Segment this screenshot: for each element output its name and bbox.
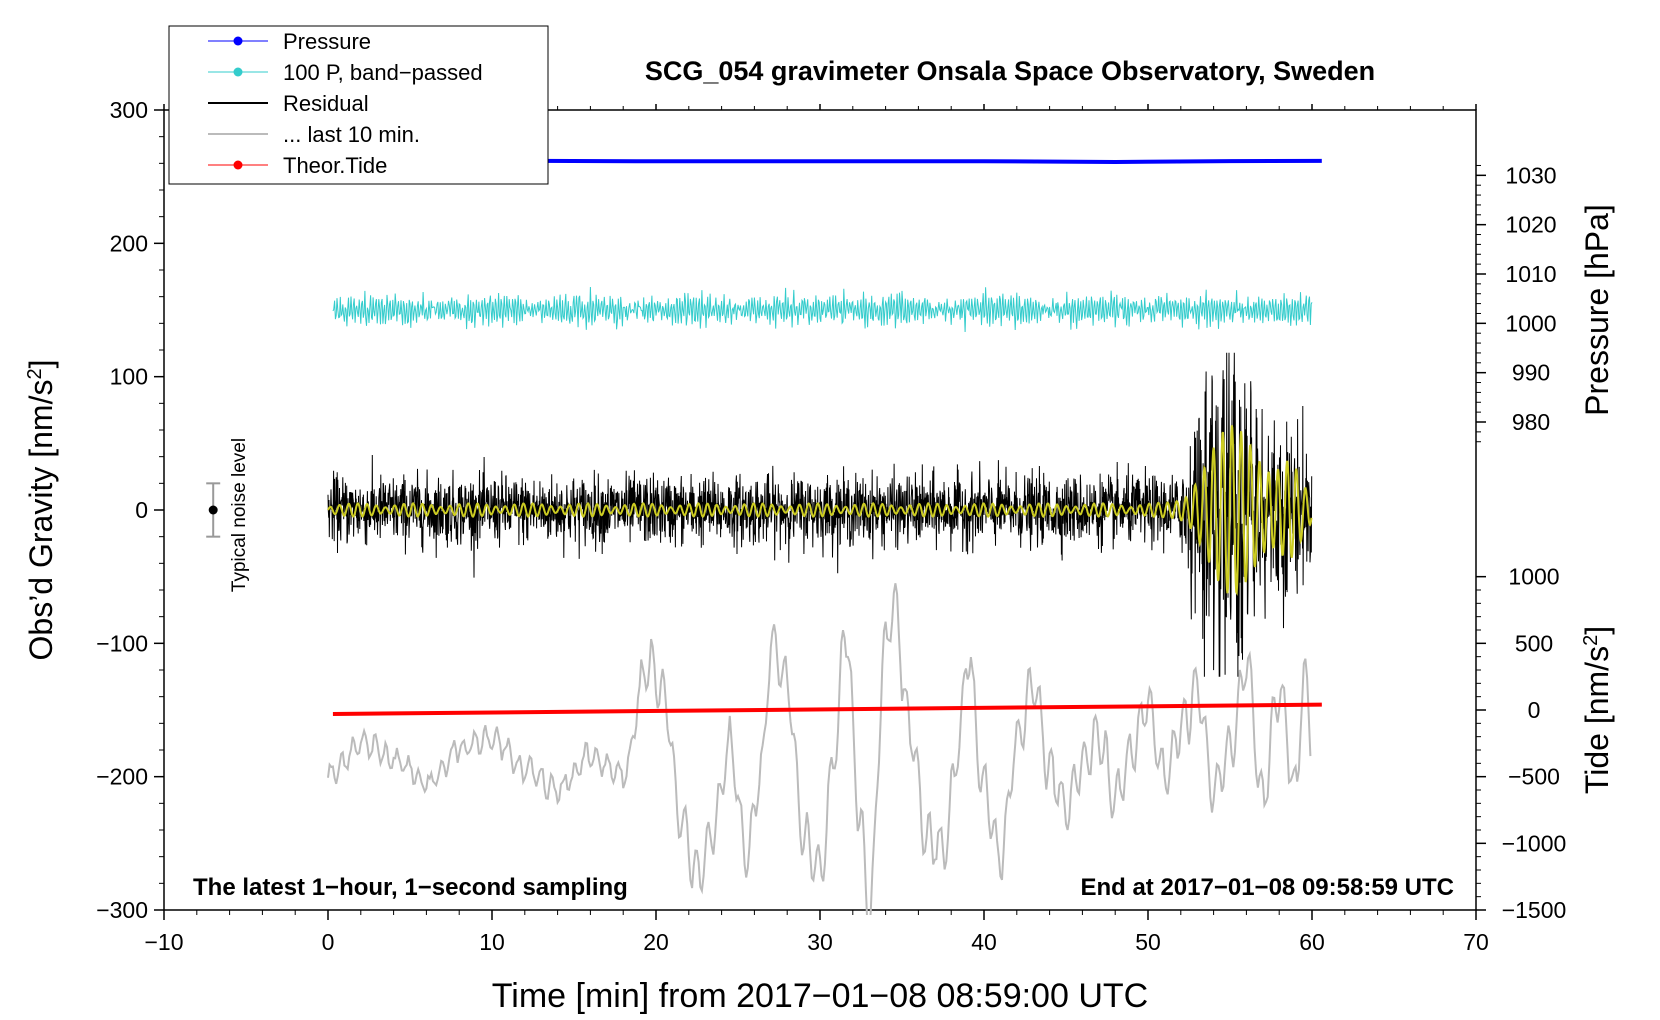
- y-axis-label-tide-text: Tide [nm/s: [1579, 646, 1615, 794]
- tide-tick-label: 0: [1528, 697, 1541, 723]
- x-tick-label: 70: [1463, 929, 1489, 955]
- y-axis-left: −300 −200 −100 0 100 200 300: [96, 97, 164, 923]
- x-axis: −10 0 10 20 30 40 50 60 70: [144, 104, 1489, 955]
- x-tick-label: 10: [479, 929, 505, 955]
- legend-label: ... last 10 min.: [283, 122, 420, 147]
- x-tick-label: 20: [643, 929, 669, 955]
- x-axis-label: Time [min] from 2017−01−08 08:59:00 UTC: [492, 977, 1148, 1015]
- pressure-tick-label: 990: [1512, 360, 1550, 386]
- legend: Pressure 100 P, band−passed Residual ... la…: [168, 25, 549, 185]
- noise-center-dot: [208, 505, 218, 515]
- noise-indicator: [206, 482, 221, 538]
- legend-label: Residual: [283, 91, 369, 116]
- y-tick-label: −200: [96, 764, 148, 790]
- y-tick-label: 300: [110, 97, 148, 123]
- y-tick-label: 200: [110, 230, 148, 256]
- legend-marker: [233, 36, 243, 46]
- pressure-tick-label: 1000: [1505, 310, 1556, 336]
- legend-label: Theor.Tide: [283, 153, 387, 178]
- y-axis-label-pressure: Pressure [hPa]: [1579, 204, 1615, 416]
- chart-title: SCG_054 gravimeter Onsala Space Observat…: [645, 56, 1375, 86]
- y-tick-label: −100: [96, 630, 148, 656]
- y-axis-label-left: Obs’d Gravity [nm/s2]: [23, 360, 59, 661]
- legend-box: [168, 25, 549, 185]
- pressure-tick-label: 1010: [1505, 261, 1556, 287]
- x-tick-label: 30: [807, 929, 833, 955]
- y-axis-pressure: 980 990 1000 1010 1020 1030: [1475, 160, 1557, 443]
- noise-indicator-label: Typical noise level: [229, 438, 250, 592]
- y-axis-tide: −1500 −1000 −500 0 500 1000: [1476, 564, 1566, 923]
- series-band-passed-line: [332, 286, 1313, 333]
- legend-label: 100 P, band−passed: [283, 60, 483, 85]
- series-layer: [327, 158, 1322, 915]
- y-axis-label-tide-sup: 2: [1580, 635, 1602, 646]
- y-tick-label: −300: [96, 897, 148, 923]
- x-tick-label: 0: [322, 929, 335, 955]
- x-tick-label: 40: [971, 929, 997, 955]
- series-last-10-min-line: [327, 583, 1312, 915]
- legend-marker: [233, 160, 243, 170]
- pressure-tick-label: 1020: [1505, 212, 1556, 238]
- x-tick-label: 60: [1299, 929, 1325, 955]
- y-tick-label: 0: [135, 497, 148, 523]
- x-tick-label: 50: [1135, 929, 1161, 955]
- legend-label: Pressure: [283, 29, 371, 54]
- footer-right-text: End at 2017−01−08 09:58:59 UTC: [1080, 874, 1454, 901]
- legend-marker: [233, 67, 243, 77]
- series-residual-filtered-line: [327, 425, 1313, 596]
- pressure-tick-label: 1030: [1505, 162, 1556, 188]
- series-theor-tide-line: [332, 702, 1322, 716]
- tide-tick-label: −1000: [1502, 830, 1567, 856]
- tide-tick-label: −500: [1508, 764, 1560, 790]
- x-tick-label: −10: [144, 929, 183, 955]
- footer-left-text: The latest 1−hour, 1−second sampling: [193, 874, 628, 901]
- y-axis-label-tide: Tide [nm/s2]: [1579, 626, 1615, 794]
- tide-tick-label: 500: [1515, 630, 1553, 656]
- y-axis-label-left-sup: 2: [24, 368, 46, 379]
- y-axis-label-tide-close: ]: [1579, 626, 1615, 635]
- y-axis-label-left-text: Obs’d Gravity [nm/s: [23, 380, 59, 661]
- tide-tick-label: −1500: [1502, 897, 1567, 923]
- y-tick-label: 100: [110, 364, 148, 390]
- y-axis-label-left-close: ]: [23, 360, 59, 369]
- tide-tick-label: 1000: [1508, 564, 1559, 590]
- pressure-tick-label: 980: [1512, 409, 1550, 435]
